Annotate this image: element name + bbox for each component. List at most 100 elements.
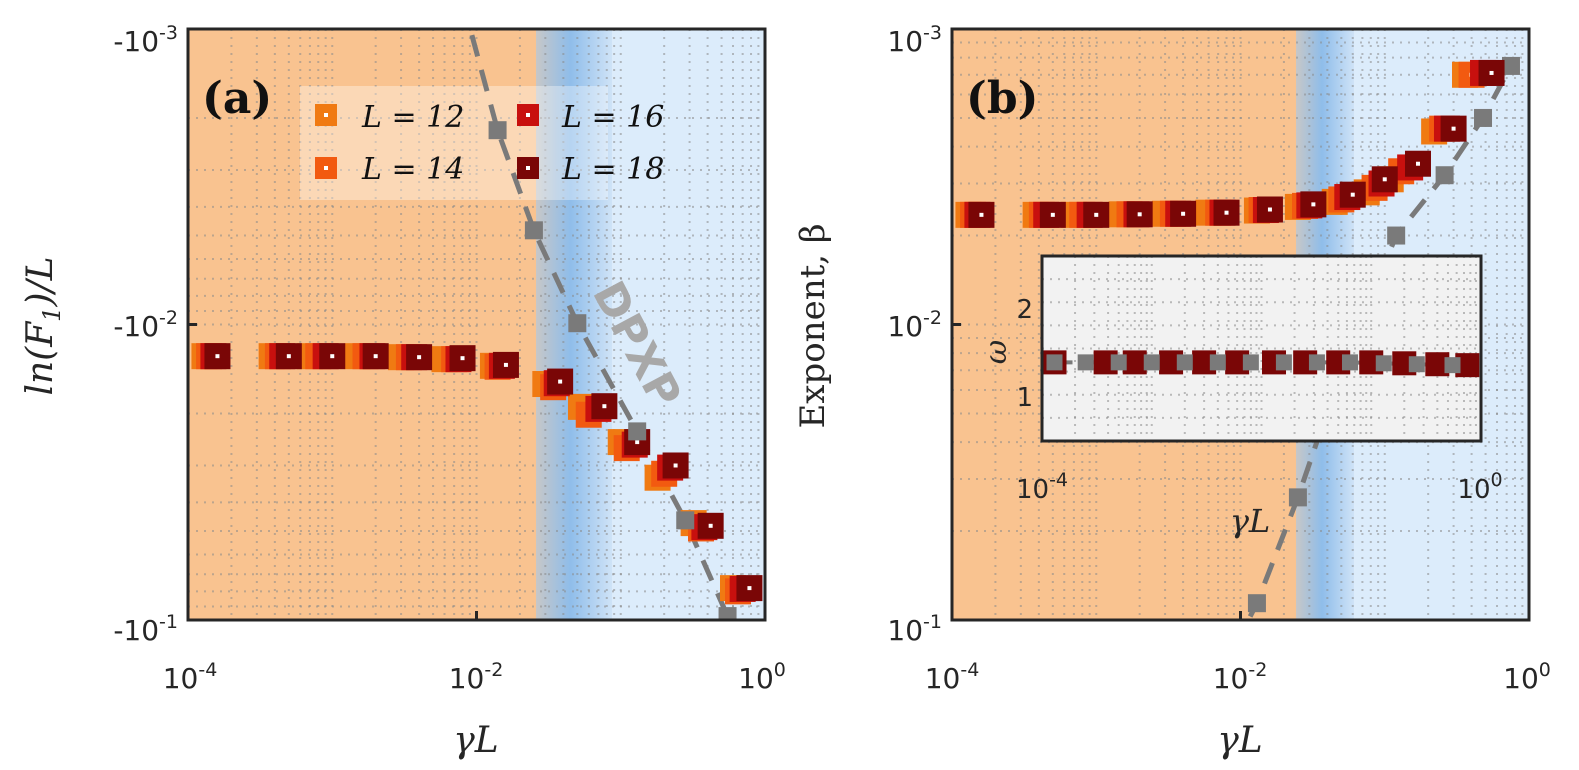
inset-reference-marker	[1408, 356, 1425, 373]
tick-exponent: -2	[1248, 659, 1267, 681]
ylabel-rest: )/L	[20, 256, 61, 307]
reference-a-marker	[568, 314, 587, 333]
xlabel-a: γL	[453, 720, 498, 761]
reference-markers-b	[1225, 56, 1520, 658]
reference-a-marker	[676, 511, 695, 530]
series-a-point-dot	[503, 362, 508, 367]
grid-a	[188, 29, 765, 620]
panel-label-b: (b)	[966, 73, 1038, 124]
panel-label-a: (a)	[202, 73, 272, 124]
legend-item-l16: L = 16	[517, 100, 664, 135]
series-a-point-dot	[373, 354, 378, 359]
legend-item-l14: L = 14	[315, 152, 464, 187]
tick-exponent: -1	[159, 611, 178, 633]
ytick-label-a-2: -10-1	[113, 611, 178, 647]
inset-reference-marker	[1444, 357, 1461, 374]
xtick-label-b-2: 100	[1503, 659, 1551, 695]
tick-exponent: 0	[1491, 469, 1503, 491]
xtick-label-b-0: 10-4	[925, 659, 980, 695]
legend-box	[300, 86, 608, 200]
series-a-point-dot	[673, 463, 678, 468]
legend: L = 12 L = 14 L = 16 L = 18	[315, 100, 664, 187]
legend-item-l18: L = 18	[517, 152, 664, 187]
legend-marker-dot-l14	[324, 166, 328, 170]
ytick-label-b-1: 10-2	[887, 307, 942, 343]
series-b	[955, 59, 1505, 228]
series-b-point-dot	[1267, 207, 1272, 212]
reference-b-marker	[1288, 488, 1307, 507]
reference-a-marker	[488, 121, 507, 140]
tick-exponent: -4	[960, 659, 979, 681]
inset-reference-marker	[1176, 354, 1193, 371]
series-b-point-dot	[1451, 126, 1456, 131]
ylabel-b: Exponent, β	[793, 223, 833, 428]
legend-item-l12: L = 12	[315, 100, 464, 135]
legend-label-l16: L = 16	[561, 100, 664, 135]
inset-reference-marker	[1341, 354, 1358, 371]
series-a-point-dot	[602, 404, 607, 409]
inset-reference-marker	[1143, 354, 1160, 371]
reference-a-marker	[524, 221, 543, 240]
tick-exponent: -1	[923, 611, 942, 633]
inset-reference-marker	[1375, 355, 1392, 372]
series-a-point-dot	[330, 354, 335, 359]
reference-b-marker	[1501, 56, 1520, 75]
ylabel-a: ln(F1)/L	[20, 256, 66, 395]
panel-b: (b) 10-3 10-2 10-1 10-4 10-2 100 γL Expo…	[793, 22, 1551, 761]
tick-exponent: -4	[198, 659, 217, 681]
series-a-point-dot	[747, 586, 752, 591]
inset-reference-marker	[1308, 354, 1325, 371]
series-a-point-dot	[417, 355, 422, 360]
inset-frame	[1040, 254, 1483, 443]
series-b-point-dot	[1224, 210, 1229, 215]
series-b-point-dot	[1311, 202, 1316, 207]
legend-label-l12: L = 12	[361, 100, 464, 135]
ytick-label-b-2: 10-1	[887, 611, 942, 647]
reference-b-marker	[1225, 640, 1243, 658]
reference-markers-a	[454, 0, 737, 620]
legend-marker-dot-l12	[324, 113, 328, 117]
tick-exponent: -3	[159, 22, 178, 44]
ticks-a	[186, 27, 767, 622]
tick-exponent: -2	[923, 307, 942, 329]
tick-exponent: -2	[484, 659, 503, 681]
inset-reference-marker	[1046, 354, 1063, 371]
series-a-point-dot	[635, 440, 640, 445]
inset-reference-marker	[1275, 354, 1292, 371]
legend-marker-dot-l16	[526, 113, 530, 117]
series-a-point-dot	[708, 523, 713, 528]
inset-reference-marker	[1077, 354, 1094, 371]
inset: 1 2 10-4 100 γL ω	[979, 254, 1503, 540]
inset-point	[1122, 350, 1147, 375]
panel-a: L = 12 L = 14 L = 16 L = 18 DPXP (a) -	[20, 0, 786, 761]
inset-reference-marker	[1209, 354, 1226, 371]
inset-reference-marker	[1110, 354, 1127, 371]
series-a-point-dot	[286, 354, 291, 359]
series-b-point-dot	[1350, 192, 1355, 197]
series-a-point-dot	[460, 356, 465, 361]
ticks-b	[950, 27, 1531, 622]
reference-b-marker	[1387, 226, 1406, 245]
xtick-label-a-2: 100	[738, 659, 786, 695]
reference-markers-inset	[1046, 354, 1461, 374]
xtick-label-a-0: 10-4	[163, 659, 218, 695]
series-a	[191, 343, 763, 605]
inset-ytick-label-0: 1	[1016, 383, 1033, 413]
xlabel-b: γL	[1217, 720, 1262, 761]
ytick-label-b-0: 10-3	[887, 22, 942, 58]
ytick-label-a-1: -10-2	[113, 307, 178, 343]
xtick-label-a-1: 10-2	[449, 659, 504, 695]
series-b-point-dot	[979, 212, 984, 217]
series-a-point-dot	[558, 379, 563, 384]
inset-reference-marker	[1242, 354, 1259, 371]
series-b-point-dot	[1094, 212, 1099, 217]
tick-exponent: 0	[774, 659, 786, 681]
inset-xtick-label-0: 10-4	[1016, 469, 1068, 505]
series-b-point-dot	[1050, 212, 1055, 217]
legend-label-l18: L = 18	[561, 152, 664, 187]
xtick-label-b-1: 10-2	[1213, 659, 1268, 695]
series-b-point-dot	[1489, 70, 1494, 75]
reference-a-marker	[454, 0, 472, 9]
inset-xtick-label-1: 100	[1457, 469, 1502, 505]
